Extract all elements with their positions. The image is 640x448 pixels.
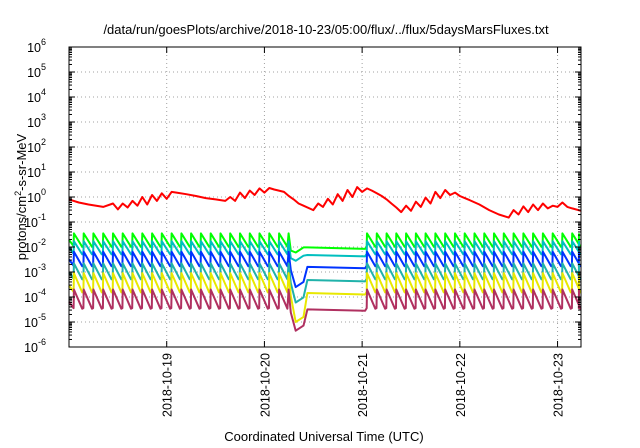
y-tick-label: 101 bbox=[27, 162, 46, 180]
y-tick-label: 10-6 bbox=[24, 337, 46, 355]
x-axis-ticks: 2018-10-19 2018-10-20 2018-10-21 2018-10-22… bbox=[161, 47, 566, 417]
y-axis-label: protons/cm2-s-sr-MeV bbox=[13, 133, 29, 260]
series-line-6 bbox=[68, 272, 582, 323]
x-tick-label: 2018-10-21 bbox=[356, 353, 370, 417]
x-tick-label: 2018-10-22 bbox=[454, 353, 468, 417]
y-tick-label: 105 bbox=[27, 62, 46, 80]
y-tick-label: 10-2 bbox=[24, 237, 46, 255]
series-line-4 bbox=[68, 250, 582, 289]
y-tick-label: 10-5 bbox=[24, 312, 46, 330]
series-layer bbox=[68, 186, 582, 332]
x-tick-label: 2018-10-20 bbox=[258, 353, 272, 417]
chart-title: /data/run/goesPlots/archive/2018-10-23/0… bbox=[103, 22, 549, 37]
series-line-2 bbox=[68, 232, 582, 254]
series-line-7 bbox=[68, 288, 582, 332]
series-line-3 bbox=[68, 240, 582, 262]
y-tick-label: 103 bbox=[27, 112, 46, 130]
y-tick-label: 10-3 bbox=[24, 262, 46, 280]
y-axis-label-sup: 2 bbox=[13, 191, 23, 196]
x-tick-label: 2018-10-19 bbox=[161, 353, 175, 417]
y-tick-label: 10-4 bbox=[24, 287, 46, 305]
y-axis-label-pre: protons/cm bbox=[14, 196, 29, 260]
y-tick-label: 106 bbox=[27, 37, 46, 55]
x-tick-label: 2018-10-23 bbox=[552, 353, 566, 417]
y-tick-label: 104 bbox=[27, 87, 46, 105]
y-tick-label: 102 bbox=[27, 137, 46, 155]
series-line-5 bbox=[68, 262, 582, 304]
y-axis-ticks: 10-6 10-5 10-4 10-3 10-2 10-1 100 101 102 103 104 1… bbox=[24, 37, 581, 355]
y-axis-label-post: -s-sr-MeV bbox=[14, 133, 29, 190]
x-axis-label: Coordinated Universal Time (UTC) bbox=[224, 429, 423, 444]
y-tick-label: 100 bbox=[27, 187, 46, 205]
series-line-1 bbox=[68, 186, 582, 219]
y-tick-label: 10-1 bbox=[24, 212, 46, 230]
